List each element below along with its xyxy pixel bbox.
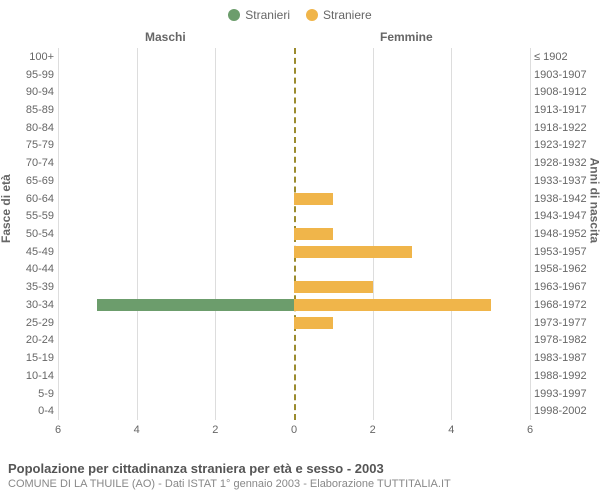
age-band-label: 20-24	[8, 334, 54, 346]
legend-label-m: Stranieri	[245, 8, 290, 22]
birth-year-label: 1938-1942	[534, 193, 596, 205]
birth-year-label: 1928-1932	[534, 157, 596, 169]
birth-year-label: 1903-1907	[534, 69, 596, 81]
age-band-label: 35-39	[8, 281, 54, 293]
age-band-label: 50-54	[8, 228, 54, 240]
birth-year-label: 1968-1972	[534, 299, 596, 311]
age-row: 90-941908-1912	[58, 83, 530, 101]
bar-rows: 100+≤ 190295-991903-190790-941908-191285…	[58, 48, 530, 420]
bar-femmine	[294, 228, 333, 240]
age-row: 25-291973-1977	[58, 314, 530, 332]
age-row: 100+≤ 1902	[58, 48, 530, 66]
age-band-label: 15-19	[8, 352, 54, 364]
age-row: 50-541948-1952	[58, 225, 530, 243]
age-band-label: 60-64	[8, 193, 54, 205]
age-row: 20-241978-1982	[58, 332, 530, 350]
column-header-maschi: Maschi	[145, 30, 186, 44]
x-tick-label: 0	[291, 424, 297, 436]
age-band-label: 0-4	[8, 405, 54, 417]
birth-year-label: 1983-1987	[534, 352, 596, 364]
birth-year-label: 1953-1957	[534, 246, 596, 258]
age-band-label: 45-49	[8, 246, 54, 258]
x-tick-label: 4	[134, 424, 140, 436]
age-row: 45-491953-1957	[58, 243, 530, 261]
legend-item-f: Straniere	[306, 8, 372, 22]
age-band-label: 25-29	[8, 317, 54, 329]
birth-year-label: 1933-1937	[534, 175, 596, 187]
age-band-label: 75-79	[8, 139, 54, 151]
age-band-label: 90-94	[8, 86, 54, 98]
bar-femmine	[294, 193, 333, 205]
age-row: 65-691933-1937	[58, 172, 530, 190]
age-band-label: 10-14	[8, 370, 54, 382]
x-tick-label: 4	[448, 424, 454, 436]
age-row: 40-441958-1962	[58, 261, 530, 279]
age-band-label: 30-34	[8, 299, 54, 311]
age-row: 55-591943-1947	[58, 207, 530, 225]
age-row: 5-91993-1997	[58, 385, 530, 403]
x-tick-label: 2	[370, 424, 376, 436]
legend-item-m: Stranieri	[228, 8, 290, 22]
age-band-label: 5-9	[8, 388, 54, 400]
age-row: 10-141988-1992	[58, 367, 530, 385]
x-tick-label: 2	[212, 424, 218, 436]
age-row: 0-41998-2002	[58, 402, 530, 420]
chart-title: Popolazione per cittadinanza straniera p…	[8, 461, 592, 476]
x-axis-ticks: 6 4 2 0 2 4 6	[58, 424, 530, 438]
bar-femmine	[294, 317, 333, 329]
age-band-label: 95-99	[8, 69, 54, 81]
age-row: 75-791923-1927	[58, 137, 530, 155]
x-tick-label: 6	[55, 424, 61, 436]
chart: Maschi Femmine Fasce di età Anni di nasc…	[0, 26, 600, 446]
age-row: 85-891913-1917	[58, 101, 530, 119]
birth-year-label: 1918-1922	[534, 122, 596, 134]
age-band-label: 80-84	[8, 122, 54, 134]
footer: Popolazione per cittadinanza straniera p…	[8, 461, 592, 490]
age-row: 80-841918-1922	[58, 119, 530, 137]
legend-dot-m	[228, 9, 240, 21]
birth-year-label: 1908-1912	[534, 86, 596, 98]
birth-year-label: 1973-1977	[534, 317, 596, 329]
bar-femmine	[294, 299, 491, 311]
column-header-femmine: Femmine	[380, 30, 433, 44]
age-row: 30-341968-1972	[58, 296, 530, 314]
birth-year-label: 1923-1927	[534, 139, 596, 151]
age-band-label: 65-69	[8, 175, 54, 187]
grid-line	[530, 48, 531, 420]
x-tick-label: 6	[527, 424, 533, 436]
birth-year-label: ≤ 1902	[534, 51, 596, 63]
age-row: 70-741928-1932	[58, 154, 530, 172]
age-band-label: 40-44	[8, 263, 54, 275]
legend: Stranieri Straniere	[0, 0, 600, 26]
birth-year-label: 1913-1917	[534, 104, 596, 116]
legend-dot-f	[306, 9, 318, 21]
birth-year-label: 1988-1992	[534, 370, 596, 382]
bar-femmine	[294, 281, 373, 293]
birth-year-label: 1998-2002	[534, 405, 596, 417]
birth-year-label: 1943-1947	[534, 210, 596, 222]
plot-area: 100+≤ 190295-991903-190790-941908-191285…	[58, 48, 530, 420]
age-row: 95-991903-1907	[58, 66, 530, 84]
age-band-label: 85-89	[8, 104, 54, 116]
age-row: 35-391963-1967	[58, 278, 530, 296]
legend-label-f: Straniere	[323, 8, 372, 22]
age-band-label: 70-74	[8, 157, 54, 169]
birth-year-label: 1948-1952	[534, 228, 596, 240]
age-band-label: 55-59	[8, 210, 54, 222]
age-row: 15-191983-1987	[58, 349, 530, 367]
chart-subtitle: COMUNE DI LA THUILE (AO) - Dati ISTAT 1°…	[8, 478, 592, 490]
birth-year-label: 1993-1997	[534, 388, 596, 400]
birth-year-label: 1958-1962	[534, 263, 596, 275]
bar-maschi	[97, 299, 294, 311]
birth-year-label: 1963-1967	[534, 281, 596, 293]
bar-femmine	[294, 246, 412, 258]
age-band-label: 100+	[8, 51, 54, 63]
age-row: 60-641938-1942	[58, 190, 530, 208]
birth-year-label: 1978-1982	[534, 334, 596, 346]
